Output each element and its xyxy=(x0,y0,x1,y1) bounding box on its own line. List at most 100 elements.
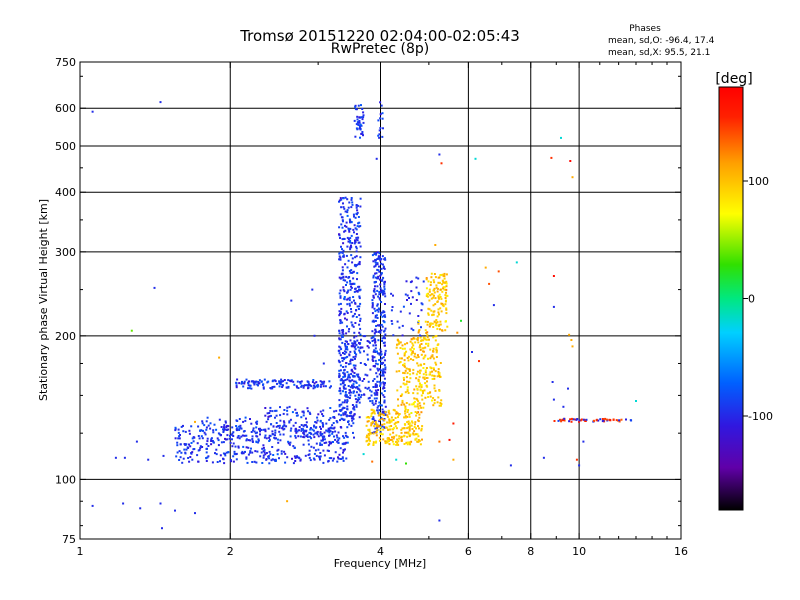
data-point xyxy=(251,461,254,463)
data-point xyxy=(379,255,381,258)
data-point xyxy=(342,279,345,282)
data-point xyxy=(350,368,353,371)
data-point xyxy=(343,207,346,210)
data-point xyxy=(255,440,258,443)
data-point xyxy=(362,453,365,456)
data-point xyxy=(380,313,383,316)
data-point xyxy=(444,300,447,303)
data-point xyxy=(383,267,386,270)
data-point xyxy=(355,381,358,384)
data-point xyxy=(312,429,315,432)
data-point xyxy=(342,352,344,354)
data-point xyxy=(376,289,379,292)
data-point xyxy=(445,288,448,291)
data-point xyxy=(355,255,358,258)
data-point xyxy=(286,406,289,409)
data-point xyxy=(174,437,177,440)
data-point xyxy=(406,380,408,383)
data-point xyxy=(279,419,282,422)
data-point xyxy=(347,385,350,387)
data-point xyxy=(223,424,226,427)
data-point xyxy=(298,429,300,432)
data-point xyxy=(390,416,393,419)
data-point xyxy=(568,333,571,336)
data-point xyxy=(373,334,376,337)
data-point xyxy=(345,221,348,224)
data-point xyxy=(379,283,382,286)
data-point xyxy=(351,323,354,326)
data-point xyxy=(420,386,423,388)
data-point xyxy=(224,420,227,423)
data-point xyxy=(418,402,421,405)
data-point xyxy=(222,452,225,455)
data-point xyxy=(371,402,374,405)
data-point xyxy=(218,418,221,421)
data-point xyxy=(376,251,379,254)
data-point xyxy=(424,354,427,357)
data-point xyxy=(605,418,608,421)
data-point xyxy=(417,356,420,358)
data-point xyxy=(348,229,351,232)
data-point xyxy=(442,303,445,306)
data-point xyxy=(571,345,574,348)
x-tick-label: 1 xyxy=(77,545,84,558)
data-point xyxy=(439,320,442,323)
data-point xyxy=(230,460,233,463)
data-point xyxy=(372,319,375,322)
data-point xyxy=(349,246,352,249)
data-point xyxy=(192,440,195,443)
data-point xyxy=(264,414,267,417)
data-point xyxy=(349,360,352,363)
data-point xyxy=(320,434,322,437)
data-point xyxy=(408,427,411,430)
data-point xyxy=(194,512,196,515)
data-point xyxy=(375,253,378,256)
data-point xyxy=(379,101,382,104)
data-point xyxy=(359,225,362,228)
data-point xyxy=(240,435,243,438)
data-point xyxy=(348,353,351,356)
data-point xyxy=(262,454,265,457)
data-point xyxy=(322,385,325,388)
data-point xyxy=(181,461,184,464)
data-point xyxy=(399,310,402,313)
data-point xyxy=(350,206,353,209)
data-point xyxy=(247,387,249,390)
data-point xyxy=(197,435,200,437)
data-point xyxy=(371,306,374,309)
data-point xyxy=(349,279,351,282)
data-point xyxy=(371,330,374,333)
data-point xyxy=(351,203,354,206)
data-point xyxy=(249,451,252,454)
data-point xyxy=(300,380,303,383)
phase-colorbar xyxy=(718,86,744,511)
data-point xyxy=(344,279,347,282)
data-point xyxy=(383,290,386,293)
data-point xyxy=(431,355,434,358)
data-point xyxy=(410,412,413,414)
data-point xyxy=(270,423,273,426)
data-point xyxy=(278,385,281,388)
data-point xyxy=(425,342,427,345)
data-point xyxy=(373,252,376,255)
data-point xyxy=(229,459,232,461)
data-point xyxy=(337,431,340,434)
data-point xyxy=(340,414,343,417)
data-point xyxy=(313,452,316,455)
data-point xyxy=(377,119,380,122)
data-point xyxy=(362,134,364,137)
data-point xyxy=(625,418,627,421)
data-point xyxy=(401,401,404,404)
data-point xyxy=(359,351,362,354)
data-point xyxy=(382,438,385,441)
data-point xyxy=(274,429,277,432)
data-point xyxy=(197,449,200,452)
data-point xyxy=(235,425,238,427)
data-point xyxy=(384,442,387,445)
data-point xyxy=(350,373,353,376)
data-point xyxy=(349,221,351,224)
data-point xyxy=(299,382,302,385)
data-point xyxy=(278,380,281,383)
data-point xyxy=(268,457,271,460)
data-point xyxy=(247,384,250,387)
